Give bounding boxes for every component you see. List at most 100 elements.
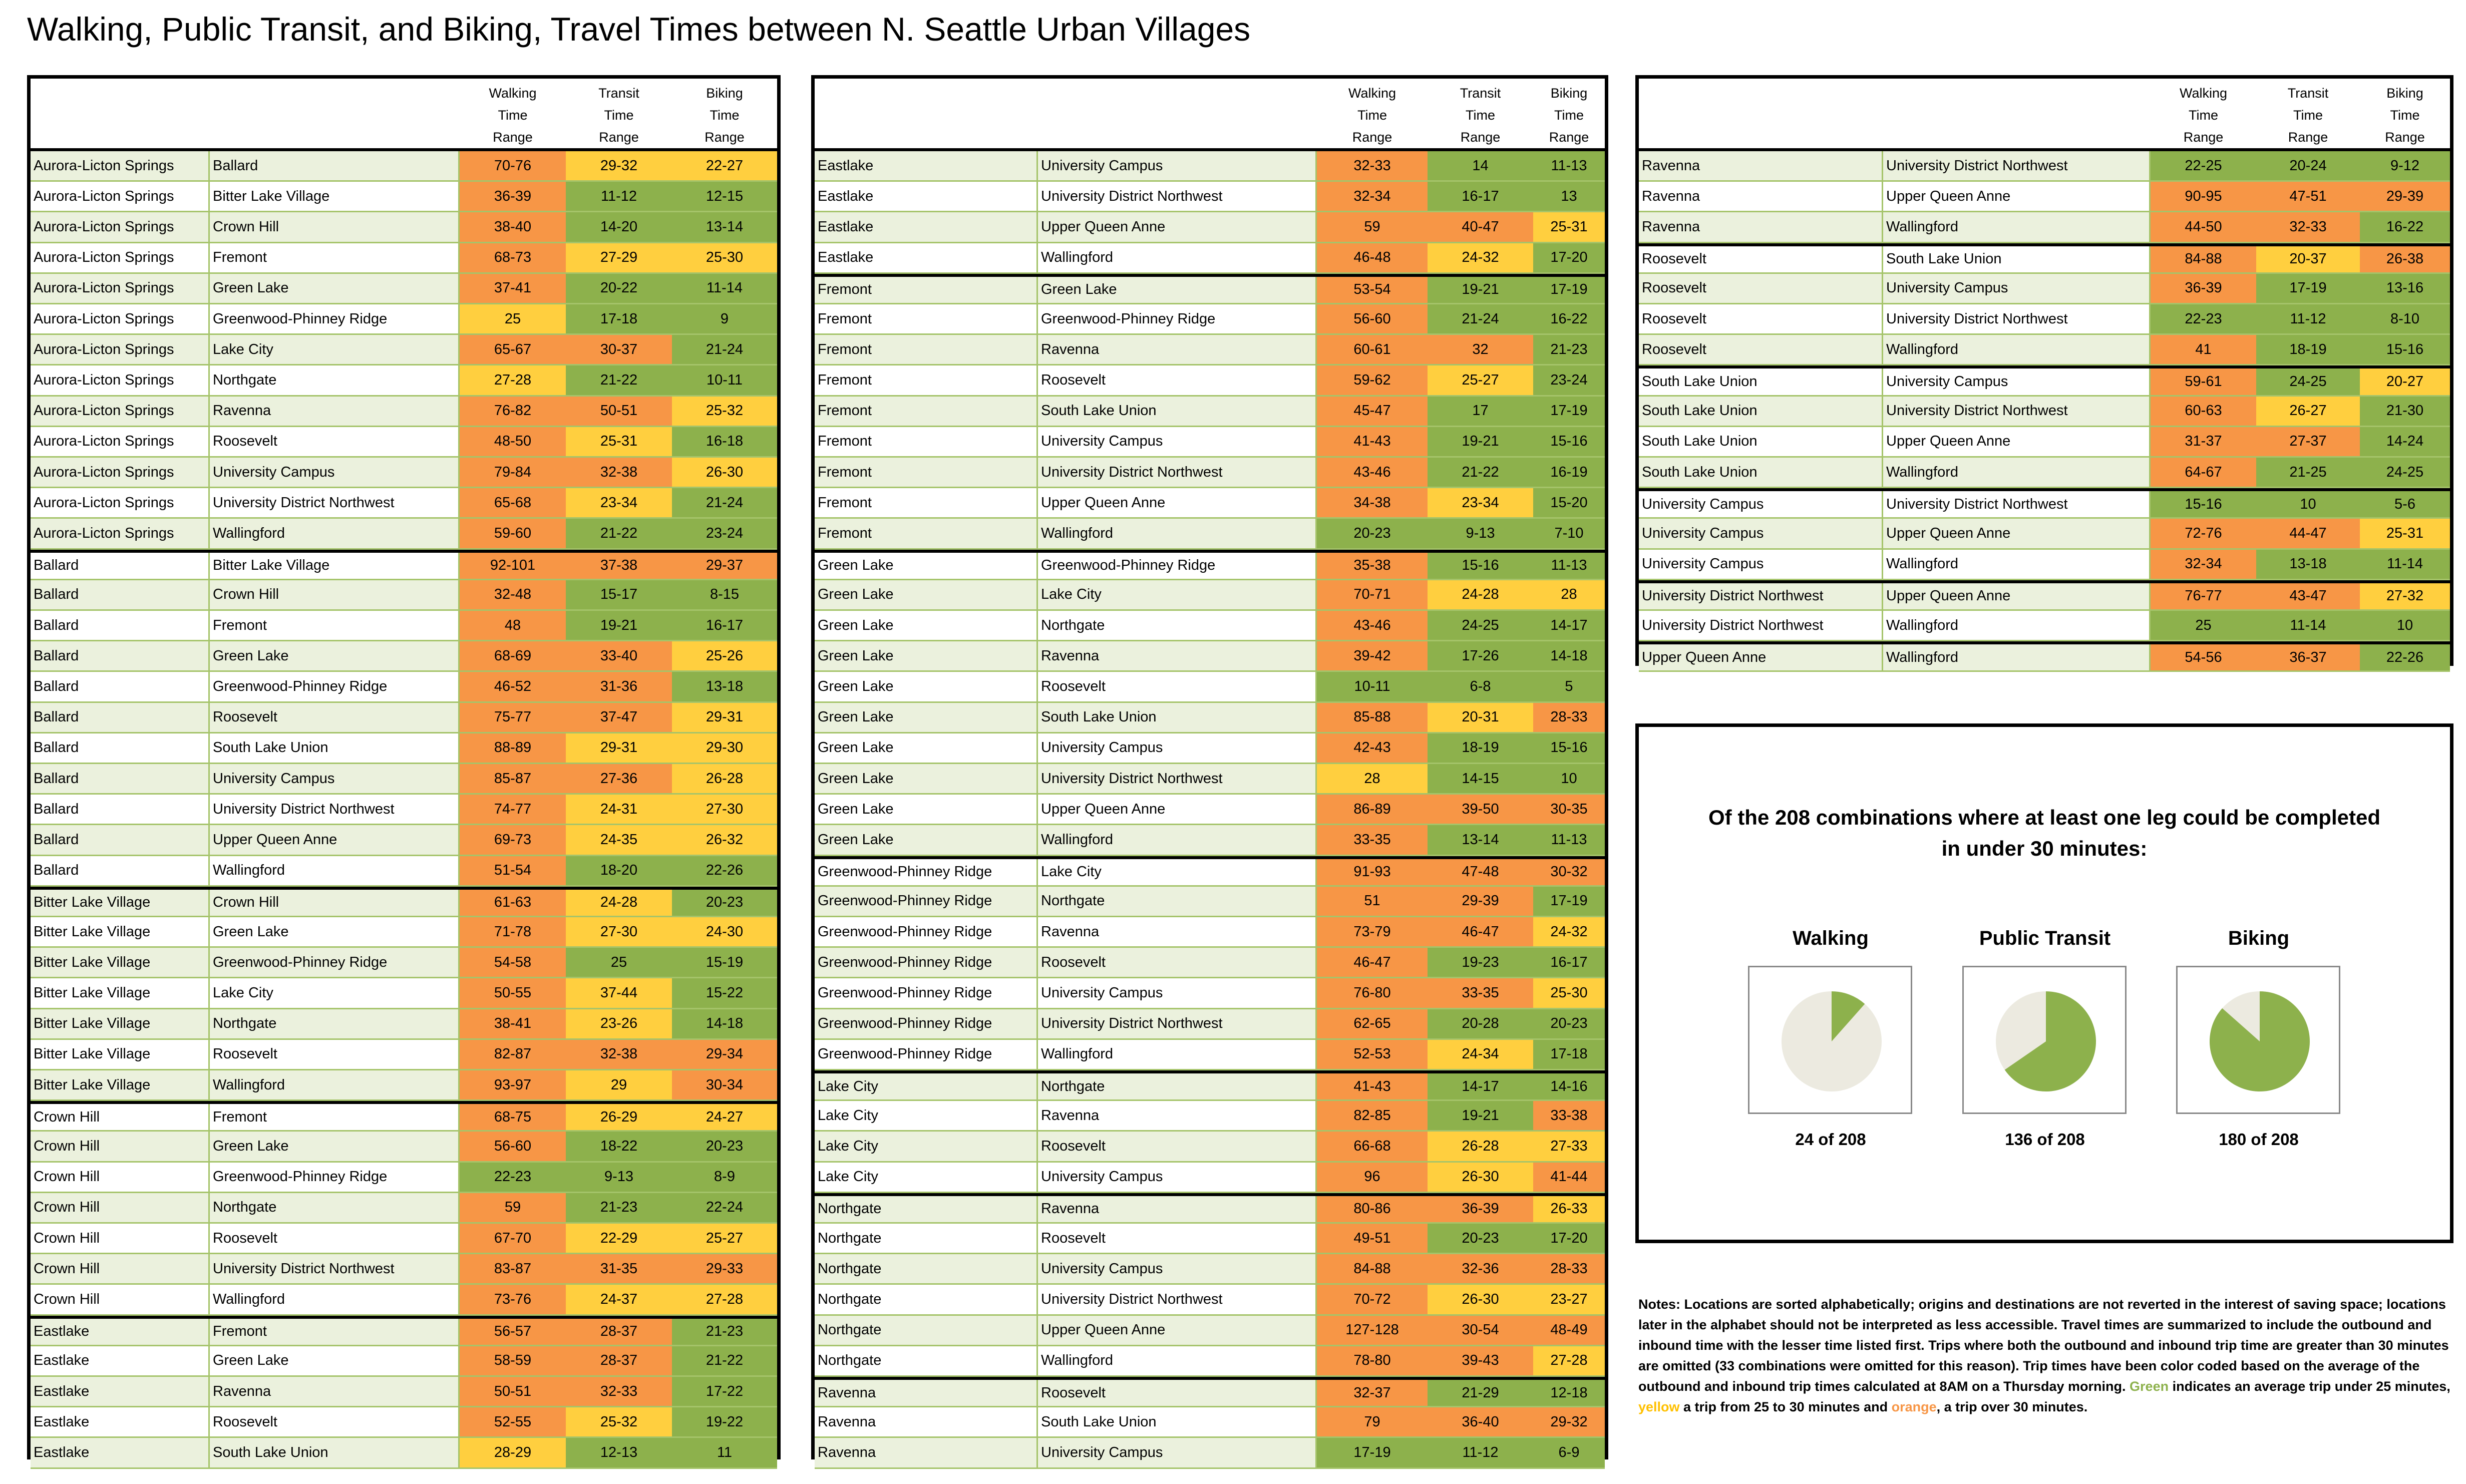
biking-time-cell: 29-33 xyxy=(672,1254,777,1284)
walking-time-cell: 41-43 xyxy=(1317,427,1428,456)
table-row: Roosevelt South Lake Union 84-88 20-37 26-38 xyxy=(1639,243,2450,274)
destination-cell: University District Northwest xyxy=(1038,458,1317,487)
destination-cell: Northgate xyxy=(210,1009,460,1038)
origin-cell: Ravenna xyxy=(1639,212,1883,242)
biking-time-cell: 10 xyxy=(1533,764,1605,794)
table-row: Green Lake Ravenna 39-42 17-26 14-18 xyxy=(815,641,1605,672)
destination-cell: Wallingford xyxy=(1038,1039,1317,1069)
table-row: Northgate University Campus 84-88 32-36 28-3… xyxy=(815,1254,1605,1285)
biking-time-cell: 8-10 xyxy=(2360,304,2450,334)
walking-time-cell: 76-77 xyxy=(2151,583,2256,609)
table-row: University District Northwest Upper Queen… xyxy=(1639,580,2450,611)
biking-time-cell: 29-39 xyxy=(2360,182,2450,211)
origin-cell: South Lake Union xyxy=(1639,396,1883,426)
walking-time-cell: 27-28 xyxy=(460,365,566,395)
walking-time-cell: 86-89 xyxy=(1317,795,1428,824)
walking-time-cell: 79-84 xyxy=(460,458,566,487)
table-row: Eastlake Fremont 56-57 28-37 21-23 xyxy=(31,1315,777,1346)
transit-time-cell: 26-30 xyxy=(1428,1162,1533,1192)
origin-cell: Greenwood-Phinney Ridge xyxy=(815,886,1038,916)
transit-time-cell: 17-18 xyxy=(566,304,672,334)
destination-cell: Roosevelt xyxy=(210,427,460,456)
transit-time-cell: 15-17 xyxy=(566,580,672,609)
table-row: Aurora-Licton Springs Greenwood-Phinney R… xyxy=(31,304,777,335)
biking-time-cell: 25-30 xyxy=(672,243,777,272)
walking-time-cell: 59 xyxy=(1317,212,1428,242)
biking-time-cell: 21-24 xyxy=(672,335,777,364)
biking-time-cell: 17-19 xyxy=(1533,276,1605,303)
transit-time-cell: 39-43 xyxy=(1428,1346,1533,1375)
biking-time-cell: 22-26 xyxy=(672,856,777,885)
travel-table-2: Walking Time Range Transit Time Range Biki… xyxy=(811,75,1608,1469)
table-row: Green Lake Greenwood-Phinney Ridge 35-38 15… xyxy=(815,549,1605,580)
destination-cell: Roosevelt xyxy=(1038,1224,1317,1253)
transit-time-cell: 24-37 xyxy=(566,1285,672,1314)
transit-time-cell: 17 xyxy=(1428,396,1533,426)
table-row: Aurora-Licton Springs University District… xyxy=(31,488,777,519)
destination-cell: Wallingford xyxy=(1883,644,2151,671)
transit-time-cell: 24-28 xyxy=(1428,580,1533,609)
table-row: Aurora-Licton Springs Lake City 65-67 30-37… xyxy=(31,335,777,366)
walking-time-cell: 10-11 xyxy=(1317,672,1428,701)
biking-time-cell: 27-28 xyxy=(1533,1346,1605,1375)
destination-cell: University Campus xyxy=(1883,273,2151,303)
walking-time-cell: 127-128 xyxy=(1317,1315,1428,1345)
biking-time-cell: 11-14 xyxy=(672,273,777,303)
destination-cell: Greenwood-Phinney Ridge xyxy=(210,1162,460,1192)
biking-time-cell: 25-26 xyxy=(672,641,777,671)
biking-time-cell: 25-30 xyxy=(1533,978,1605,1008)
table-row: Fremont Wallingford 20-23 9-13 7-10 xyxy=(815,519,1605,550)
destination-cell: Wallingford xyxy=(1038,519,1317,548)
biking-time-cell: 27-32 xyxy=(2360,583,2450,609)
table-row: Aurora-Licton Springs Bitter Lake Village… xyxy=(31,182,777,213)
transit-time-cell: 14-17 xyxy=(1428,1073,1533,1100)
biking-time-cell: 23-27 xyxy=(1533,1285,1605,1314)
transit-time-cell: 12-13 xyxy=(566,1438,672,1467)
table-row: Greenwood-Phinney Ridge University Campus… xyxy=(815,978,1605,1009)
origin-cell: Greenwood-Phinney Ridge xyxy=(815,948,1038,977)
transit-time-cell: 24-31 xyxy=(566,795,672,824)
origin-cell: Green Lake xyxy=(815,825,1038,855)
walking-time-cell: 51-54 xyxy=(460,856,566,885)
table-row: Ravenna Roosevelt 32-37 21-29 12-18 xyxy=(815,1377,1605,1408)
biking-time-cell: 15-16 xyxy=(1533,427,1605,456)
origin-cell: Ballard xyxy=(31,795,210,824)
destination-cell: Upper Queen Anne xyxy=(1038,795,1317,824)
table-row: Greenwood-Phinney Ridge University Distri… xyxy=(815,1009,1605,1040)
walking-time-cell: 74-77 xyxy=(460,795,566,824)
biking-time-cell: 9-12 xyxy=(2360,151,2450,181)
origin-cell: University District Northwest xyxy=(1639,583,1883,609)
header-biking: Biking Time Range xyxy=(704,85,745,145)
table-row: Lake City University Campus 96 26-30 41-44 xyxy=(815,1162,1605,1193)
origin-cell: Green Lake xyxy=(815,672,1038,701)
destination-cell: Lake City xyxy=(210,978,460,1008)
walking-time-cell: 65-67 xyxy=(460,335,566,364)
transit-time-cell: 25-32 xyxy=(566,1407,672,1437)
destination-cell: Northgate xyxy=(1038,1073,1317,1100)
biking-time-cell: 21-23 xyxy=(1533,335,1605,364)
origin-cell: Eastlake xyxy=(31,1407,210,1437)
destination-cell: University Campus xyxy=(1038,151,1317,181)
transit-time-cell: 20-31 xyxy=(1428,702,1533,732)
walking-time-cell: 45-47 xyxy=(1317,396,1428,426)
origin-cell: Northgate xyxy=(815,1346,1038,1375)
walking-time-cell: 68-75 xyxy=(460,1104,566,1131)
biking-time-cell: 5 xyxy=(1533,672,1605,701)
origin-cell: University Campus xyxy=(1639,549,1883,579)
walking-time-cell: 84-88 xyxy=(1317,1254,1428,1284)
origin-cell: Ballard xyxy=(31,702,210,732)
transit-time-cell: 46-47 xyxy=(1428,917,1533,947)
walking-time-cell: 32-37 xyxy=(1317,1380,1428,1406)
destination-cell: Lake City xyxy=(1038,580,1317,609)
destination-cell: University District Northwest xyxy=(1038,764,1317,794)
table-row: Ballard University District Northwest 74-7… xyxy=(31,795,777,826)
biking-time-cell: 14-17 xyxy=(1533,611,1605,640)
walking-time-cell: 48-50 xyxy=(460,427,566,456)
biking-time-cell: 7-10 xyxy=(1533,519,1605,548)
origin-cell: Lake City xyxy=(815,1073,1038,1100)
destination-cell: Wallingford xyxy=(210,856,460,885)
destination-cell: Roosevelt xyxy=(210,1224,460,1253)
origin-cell: Crown Hill xyxy=(31,1104,210,1131)
destination-cell: University Campus xyxy=(1038,427,1317,456)
destination-cell: Wallingford xyxy=(1883,212,2151,242)
